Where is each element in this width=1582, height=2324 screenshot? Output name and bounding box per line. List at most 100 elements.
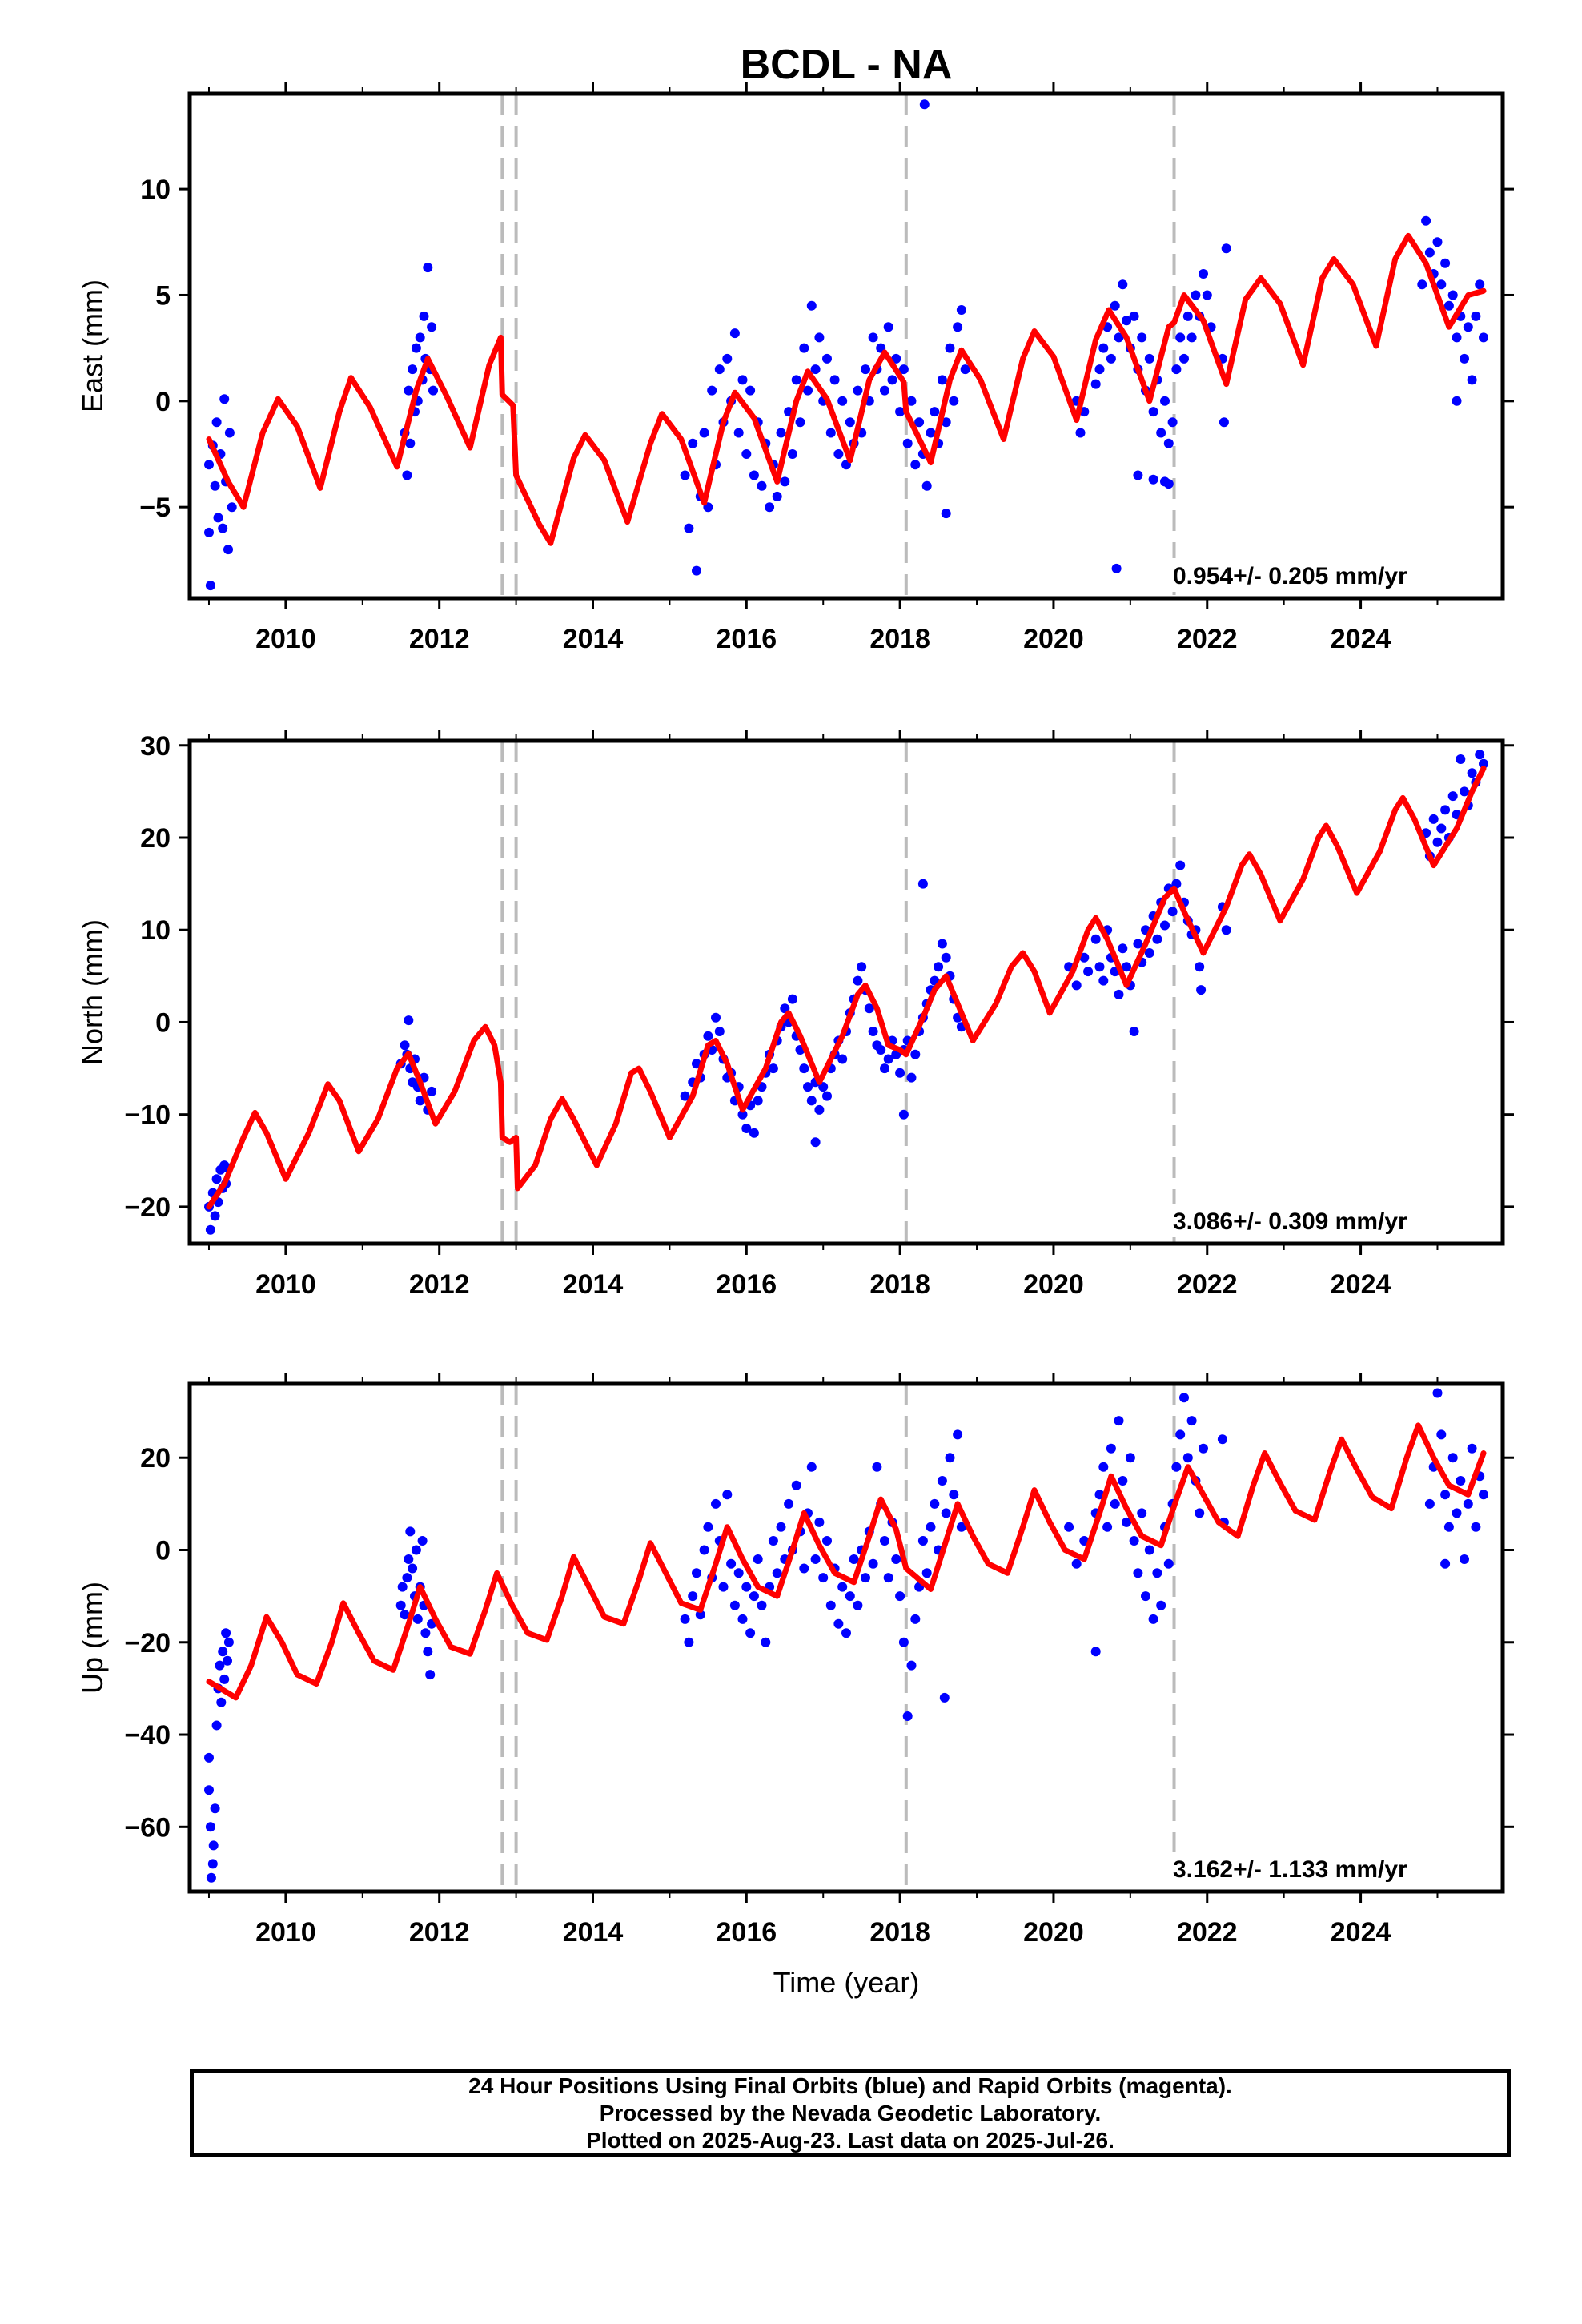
east-data-point bbox=[930, 407, 940, 417]
footer-line-processor: Processed by the Nevada Geodetic Laborat… bbox=[599, 2101, 1102, 2125]
up-data-point bbox=[1125, 1453, 1135, 1463]
north-xtick-label: 2014 bbox=[563, 1269, 624, 1300]
east-data-point bbox=[829, 375, 840, 385]
north-data-point bbox=[883, 1054, 893, 1064]
north-data-point bbox=[1144, 948, 1154, 958]
east-data-point bbox=[1452, 332, 1462, 343]
east-data-point bbox=[891, 353, 901, 364]
east-data-point bbox=[402, 470, 412, 480]
chart-title: BCDL - NA bbox=[741, 42, 953, 88]
east-data-point bbox=[714, 364, 725, 375]
east-data-point bbox=[765, 502, 775, 513]
up-data-point bbox=[680, 1614, 690, 1624]
east-data-point bbox=[822, 353, 832, 364]
up-data-point bbox=[420, 1628, 431, 1638]
east-data-point bbox=[749, 470, 759, 480]
east-data-point bbox=[883, 322, 893, 332]
up-data-point bbox=[215, 1660, 225, 1671]
up-data-point bbox=[1144, 1545, 1154, 1555]
up-data-point bbox=[784, 1498, 794, 1509]
east-data-point bbox=[1144, 353, 1154, 364]
east-rate-label-bg bbox=[1166, 558, 1491, 592]
up-data-point bbox=[718, 1582, 729, 1592]
east-data-point bbox=[684, 523, 694, 533]
north-ytick-label: 0 bbox=[155, 1007, 171, 1038]
up-data-point bbox=[397, 1582, 408, 1592]
east-data-point bbox=[204, 460, 214, 470]
up-data-point bbox=[218, 1647, 228, 1657]
north-data-point bbox=[810, 1137, 821, 1148]
east-data-point bbox=[218, 523, 228, 533]
up-data-point bbox=[1452, 1508, 1462, 1518]
east-data-point bbox=[845, 417, 855, 428]
up-data-point bbox=[223, 1637, 234, 1647]
east-data-point bbox=[745, 385, 756, 396]
east-data-point bbox=[427, 322, 437, 332]
up-data-point bbox=[1114, 1416, 1124, 1426]
up-xtick-label: 2010 bbox=[255, 1917, 316, 1948]
up-data-point bbox=[1152, 1568, 1162, 1578]
up-data-point bbox=[906, 1660, 917, 1671]
north-data-point bbox=[880, 1063, 889, 1074]
east-ylabel: East (mm) bbox=[76, 279, 109, 412]
up-data-point bbox=[210, 1803, 220, 1814]
up-data-point bbox=[400, 1610, 410, 1620]
east-data-point bbox=[1199, 269, 1208, 279]
east-data-point bbox=[1163, 438, 1174, 448]
north-data-point bbox=[910, 1049, 921, 1059]
east-rate-label: 0.954+/- 0.205 mm/yr bbox=[1173, 563, 1407, 589]
up-fit-line bbox=[206, 1422, 1487, 1701]
north-data-point bbox=[1129, 1027, 1139, 1036]
east-data-point bbox=[1090, 379, 1101, 389]
up-data-point bbox=[711, 1498, 721, 1509]
east-data-point bbox=[1179, 353, 1189, 364]
up-data-point bbox=[1129, 1536, 1139, 1546]
north-data-point bbox=[1432, 837, 1443, 847]
up-data-point bbox=[1467, 1443, 1477, 1454]
east-data-point bbox=[1171, 364, 1182, 375]
north-data-point bbox=[803, 1082, 813, 1092]
east-data-point bbox=[1417, 279, 1427, 290]
north-data-point bbox=[753, 1096, 763, 1106]
north-data-point bbox=[1479, 758, 1488, 769]
east-data-point bbox=[837, 396, 848, 406]
east-data-point bbox=[880, 385, 889, 396]
north-data-point bbox=[864, 1003, 874, 1014]
east-data-point bbox=[1202, 290, 1212, 300]
east-data-point bbox=[1137, 332, 1147, 343]
east-data-point bbox=[1160, 396, 1170, 406]
up-data-point bbox=[1471, 1522, 1481, 1532]
up-data-point bbox=[404, 1554, 414, 1564]
east-xtick-label: 2016 bbox=[717, 624, 777, 654]
east-data-point bbox=[898, 364, 909, 375]
east-data-point bbox=[211, 417, 222, 428]
north-data-point bbox=[1071, 980, 1082, 991]
up-data-point bbox=[902, 1711, 913, 1721]
east-data-point bbox=[1148, 407, 1158, 417]
east-data-point bbox=[1163, 479, 1174, 489]
north-ytick-label: 30 bbox=[140, 731, 171, 762]
up-data-point bbox=[205, 1822, 215, 1832]
north-data-point bbox=[814, 1104, 825, 1115]
up-data-point bbox=[1090, 1647, 1101, 1657]
up-ylabel: Up (mm) bbox=[76, 1582, 109, 1694]
north-ytick-label: −20 bbox=[124, 1192, 171, 1223]
north-data-point bbox=[400, 1040, 410, 1051]
up-data-point bbox=[917, 1536, 928, 1546]
up-data-point bbox=[1463, 1498, 1473, 1509]
up-data-point bbox=[204, 1785, 214, 1795]
up-data-point bbox=[825, 1600, 836, 1610]
up-data-point bbox=[1460, 1554, 1469, 1564]
up-ytick-label: −20 bbox=[124, 1628, 171, 1659]
up-data-point bbox=[930, 1498, 940, 1509]
up-frame bbox=[187, 1381, 1505, 1894]
up-data-point bbox=[1179, 1393, 1189, 1403]
up-data-point bbox=[1156, 1600, 1166, 1610]
up-data-point bbox=[1098, 1462, 1109, 1472]
up-xtick-label: 2018 bbox=[869, 1917, 930, 1948]
north-data-point bbox=[822, 1091, 832, 1101]
north-data-point bbox=[1098, 975, 1109, 986]
up-data-point bbox=[423, 1647, 433, 1657]
north-data-point bbox=[1456, 754, 1466, 764]
east-ytick-label: −5 bbox=[139, 493, 171, 523]
